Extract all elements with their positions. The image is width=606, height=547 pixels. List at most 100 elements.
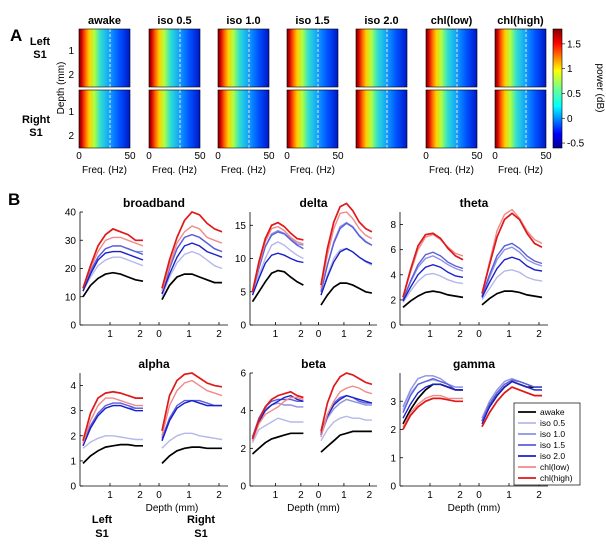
y-tick-label: 4 (70, 381, 76, 392)
y-tick-label: 0 (390, 482, 396, 493)
series-right-iso 1.0 (161, 399, 222, 442)
plot-title: alpha (138, 357, 170, 371)
plot-title: broadband (123, 196, 185, 210)
heatmap-cell (426, 90, 477, 148)
depth-tick: 2 (68, 70, 74, 81)
panel-a: awake 0 50 Freq. (Hz) iso 0.5 0 50 Freq. (Hz) is… (22, 15, 605, 176)
x-tick-label: 2 (367, 490, 373, 501)
series-right-chl(low) (320, 385, 373, 438)
x-tick-label: 2 (457, 329, 463, 340)
series-left-iso 2.0 (82, 404, 143, 447)
heatmap-title: iso 2.0 (364, 15, 398, 27)
series-left-iso 0.5 (251, 417, 304, 444)
series-right-awake (161, 446, 222, 465)
y-tick-label: 2 (390, 425, 396, 436)
legend-entry: iso 1.5 (540, 440, 565, 450)
y-tick-label: 20 (65, 264, 77, 275)
colorbar-tick-label: 1.5 (567, 39, 581, 50)
series-left-iso 1.5 (402, 377, 463, 413)
x-tick-label: 1 (273, 490, 279, 501)
series-right-chl(high) (320, 202, 373, 286)
x-tick-label: 1 (427, 490, 433, 501)
series-left-iso 2.0 (251, 252, 304, 296)
series-left-iso 1.5 (251, 231, 304, 292)
hemisphere-left-label: S1 (95, 528, 108, 540)
series-right-iso 2.0 (161, 242, 223, 295)
series-right-chl(low) (320, 211, 373, 289)
heatmap-cell (218, 29, 269, 87)
heatmap-cell (149, 29, 200, 87)
heatmap-border (355, 28, 408, 88)
heatmap-border (425, 89, 478, 149)
series-right-chl(high) (161, 372, 223, 431)
x-tick-label: 1 (186, 329, 192, 340)
heatmap-border (286, 28, 339, 88)
heatmap-cell (426, 29, 477, 87)
series-left-iso 0.5 (82, 435, 143, 449)
heatmap-border (78, 89, 131, 149)
heatmap-title: iso 1.0 (226, 15, 260, 27)
heatmap-border (217, 28, 270, 88)
heatmap-cell (79, 90, 130, 148)
x-axis-label: Depth (mm) (287, 503, 340, 514)
legend-entry: chl(high) (540, 473, 573, 483)
freq-axis-label: Freq. (Hz) (498, 165, 543, 176)
y-tick-label: 6 (240, 369, 246, 380)
x-tick-label: 2 (298, 329, 304, 340)
freq-tick: 50 (263, 151, 275, 162)
x-tick-label: 1 (107, 329, 113, 340)
heatmap-cell (356, 29, 407, 87)
y-tick-label: 3 (390, 397, 396, 408)
heatmap-title: iso 1.5 (295, 15, 329, 27)
series-left-chl(low) (82, 236, 144, 289)
heatmap-title: awake (88, 15, 121, 27)
y-tick-label: 0 (240, 321, 246, 332)
series-right-chl(high) (481, 212, 543, 294)
colorbar-tick-label: -0.5 (567, 139, 585, 150)
series-left-awake (82, 271, 144, 298)
y-tick-label: 0 (70, 321, 76, 332)
series-left-chl(low) (251, 225, 304, 292)
y-tick-label: 2 (390, 295, 396, 306)
series-right-awake (161, 273, 222, 300)
x-tick-label: 0 (156, 329, 162, 340)
series-left-chl(low) (402, 233, 464, 298)
series-right-iso 1.5 (481, 379, 542, 422)
freq-tick: 0 (423, 151, 429, 162)
x-tick-label: 1 (107, 490, 113, 501)
series-right-chl(low) (161, 379, 223, 436)
series-left-iso 2.0 (402, 263, 464, 302)
plot-title: beta (301, 357, 326, 371)
depth-tick: 1 (68, 46, 74, 57)
series-right-chl(high) (320, 372, 373, 432)
freq-tick: 0 (492, 151, 498, 162)
plot-theta: theta 0 2 4 6 8 1 2 0 1 2 (390, 196, 548, 340)
series-right-iso 2.0 (320, 394, 373, 436)
legend-entry: iso 0.5 (540, 418, 565, 428)
depth-axis-label: Depth (mm) (56, 62, 67, 115)
series-right-iso 0.5 (161, 250, 223, 298)
freq-axis-label: Freq. (Hz) (82, 165, 127, 176)
y-tick-label: 8 (390, 220, 396, 231)
series-right-iso 0.5 (481, 269, 543, 301)
hemisphere-right-label: S1 (194, 528, 207, 540)
x-tick-label: 1 (427, 329, 433, 340)
series-left-chl(low) (251, 396, 304, 442)
x-tick-label: 1 (186, 490, 192, 501)
series-right-iso 1.5 (161, 233, 223, 295)
row-label-right: Right (22, 114, 50, 126)
series-right-iso 2.0 (481, 380, 542, 425)
series-right-awake (481, 290, 543, 306)
series-left-iso 1.0 (402, 375, 463, 408)
series-left-chl(high) (251, 390, 304, 440)
x-tick-label: 1 (341, 329, 347, 340)
series-right-iso 0.5 (320, 247, 373, 296)
panel-b-letter: B (8, 190, 20, 209)
series-left-chl(high) (82, 390, 143, 442)
series-left-awake (251, 432, 304, 455)
y-tick-label: 4 (390, 270, 396, 281)
freq-axis-label: Freq. (Hz) (429, 165, 474, 176)
x-tick-label: 2 (216, 490, 222, 501)
